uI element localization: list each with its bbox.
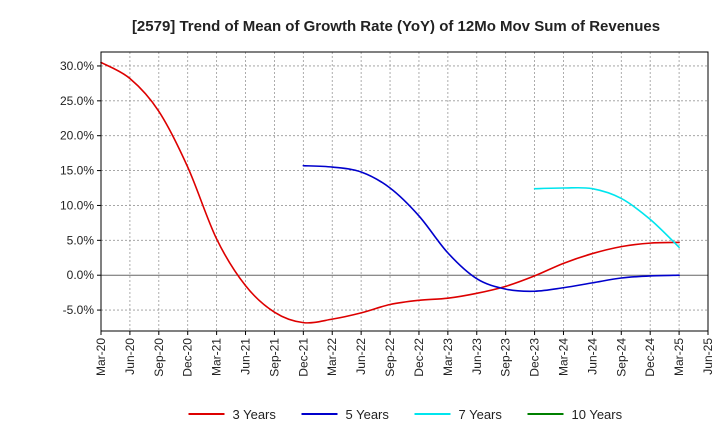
x-tick-label: Jun-20 bbox=[123, 338, 137, 375]
x-tick-label: Dec-20 bbox=[181, 338, 195, 377]
y-axis: -5.0% 0.0% 5.0% 10.0% 15.0% 20.0% 25.0% 30.0% bbox=[60, 59, 101, 317]
y-tick-label: 10.0% bbox=[60, 198, 94, 212]
x-tick-label: Jun-21 bbox=[239, 338, 253, 375]
x-tick-label: Jun-25 bbox=[701, 338, 715, 375]
x-tick-label: Sep-23 bbox=[499, 338, 513, 377]
y-tick-label: 0.0% bbox=[67, 268, 95, 282]
x-tick-label: Sep-20 bbox=[152, 338, 166, 377]
x-tick-label: Mar-24 bbox=[556, 338, 570, 376]
series-line-3-years bbox=[100, 61, 680, 324]
x-tick-label: Mar-23 bbox=[441, 338, 455, 376]
x-tick-label: Jun-23 bbox=[470, 338, 484, 375]
x-tick-label: Sep-24 bbox=[614, 338, 628, 377]
x-tick-label: Mar-21 bbox=[210, 338, 224, 376]
x-tick-label: Sep-22 bbox=[383, 338, 397, 377]
x-tick-label: Mar-20 bbox=[94, 338, 108, 376]
x-tick-label: Dec-22 bbox=[412, 338, 426, 377]
series-line-5-years bbox=[302, 164, 680, 293]
y-tick-label: 15.0% bbox=[60, 164, 94, 178]
legend-label-7-years: 7 Years bbox=[459, 407, 503, 422]
legend-label-3-years: 3 Years bbox=[233, 407, 277, 422]
grid-layer bbox=[101, 52, 708, 331]
x-tick-label: Jun-22 bbox=[354, 338, 368, 375]
series-layer bbox=[100, 61, 680, 324]
legend: 3 Years 5 Years 7 Years 10 Years bbox=[188, 407, 623, 422]
plot-frame bbox=[100, 51, 709, 332]
series-line-7-years bbox=[533, 186, 680, 249]
y-tick-label: -5.0% bbox=[63, 303, 95, 317]
x-tick-label: Dec-21 bbox=[296, 338, 310, 377]
x-tick-label: Jun-24 bbox=[585, 338, 599, 375]
x-tick-label: Dec-23 bbox=[528, 338, 542, 377]
x-tick-label: Dec-24 bbox=[643, 338, 657, 377]
x-tick-label: Sep-21 bbox=[267, 338, 281, 377]
y-tick-label: 30.0% bbox=[60, 59, 94, 73]
chart-title: [2579] Trend of Mean of Growth Rate (YoY… bbox=[132, 18, 660, 35]
x-tick-label: Mar-22 bbox=[325, 338, 339, 376]
x-axis: Mar-20 Jun-20 Sep-20 Dec-20 Mar-21 Jun-21 Sep-… bbox=[94, 331, 715, 377]
y-tick-label: 20.0% bbox=[60, 129, 94, 143]
legend-label-5-years: 5 Years bbox=[346, 407, 390, 422]
legend-label-10-years: 10 Years bbox=[572, 407, 623, 422]
x-tick-label: Mar-25 bbox=[672, 338, 686, 376]
y-tick-label: 5.0% bbox=[67, 233, 95, 247]
y-tick-label: 25.0% bbox=[60, 94, 94, 108]
